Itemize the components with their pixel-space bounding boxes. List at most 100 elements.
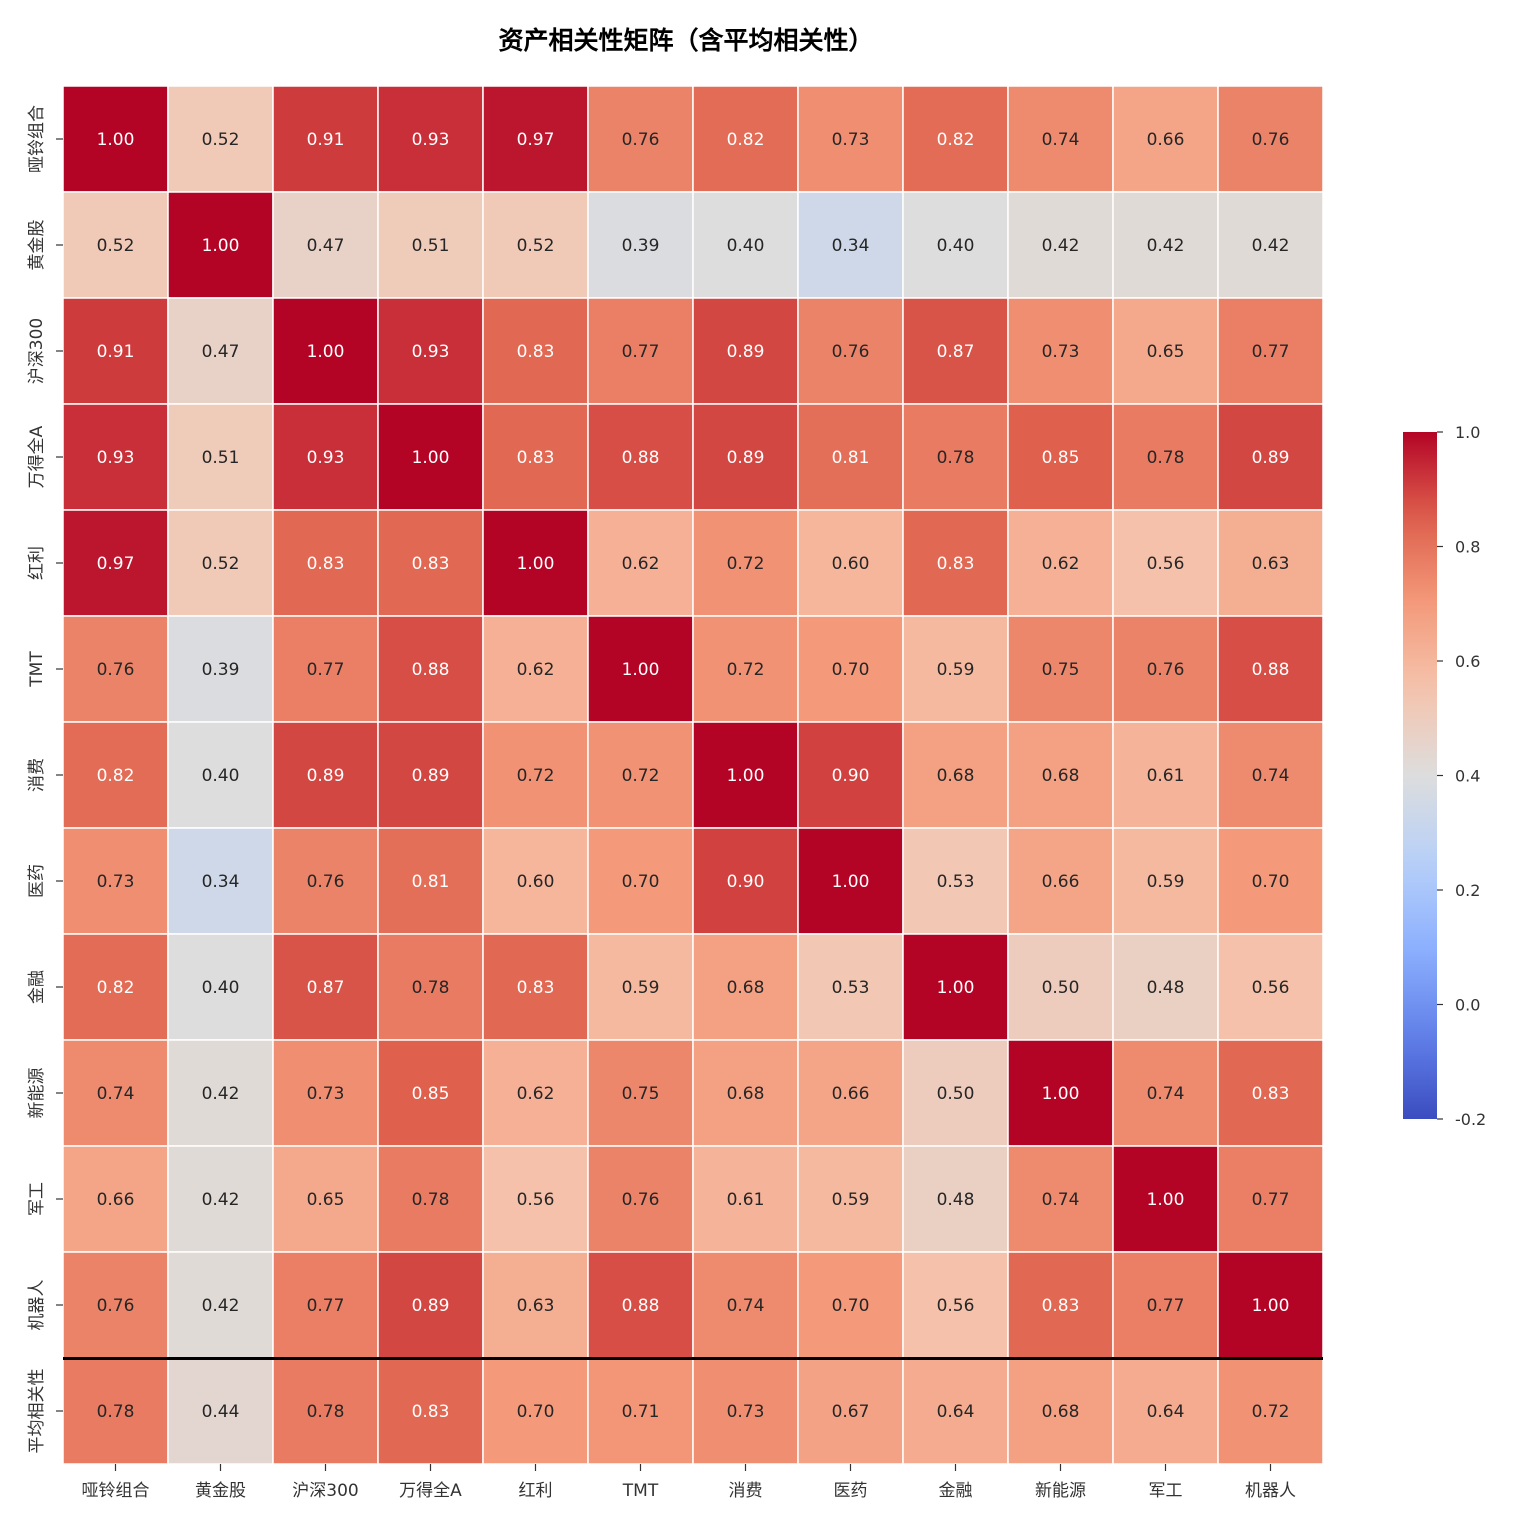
cell-value-label: 0.62: [622, 554, 660, 574]
heatmap-cell: [1217, 1145, 1324, 1253]
heatmap-cell: [692, 191, 799, 299]
cell-value-label: 0.81: [412, 872, 450, 892]
cell-value-label: 0.42: [202, 1084, 240, 1104]
cell-value-label: 0.83: [517, 448, 555, 468]
heatmap-cell: [377, 191, 484, 299]
heatmap-cell: [1112, 509, 1219, 617]
heatmap-cell: [377, 85, 484, 193]
heatmap-cell: [1112, 827, 1219, 935]
cell-value-label: 0.40: [727, 236, 765, 256]
heatmap-cell: [167, 509, 274, 617]
colorbar-tick-label: 0.0: [1455, 996, 1480, 1015]
cell-value-label: 0.77: [1252, 342, 1290, 362]
cell-value-label: 0.93: [307, 448, 345, 468]
cell-value-label: 0.89: [727, 448, 765, 468]
cell-value-label: 0.89: [412, 766, 450, 786]
heatmap-cell: [902, 721, 1009, 829]
x-tick-label: TMT: [622, 1481, 659, 1501]
heatmap-cell: [1007, 1251, 1114, 1359]
heatmap-cell: [1007, 1357, 1114, 1465]
cell-value-label: 0.47: [202, 342, 240, 362]
cell-value-label: 0.76: [1147, 660, 1185, 680]
cell-value-label: 0.52: [517, 236, 555, 256]
x-tick-label: 机器人: [1245, 1481, 1296, 1501]
cell-value-label: 0.68: [937, 766, 975, 786]
cell-value-label: 1.00: [1147, 1190, 1185, 1210]
cell-value-label: 0.72: [727, 660, 765, 680]
cell-value-label: 1.00: [97, 130, 135, 150]
cell-value-label: 0.75: [622, 1084, 660, 1104]
heatmap-cell: [1217, 403, 1324, 511]
cell-value-label: 0.70: [832, 1296, 870, 1316]
cell-value-label: 0.53: [832, 978, 870, 998]
cell-value-label: 0.62: [1042, 554, 1080, 574]
heatmap-cell: [167, 933, 274, 1041]
cell-value-label: 0.56: [517, 1190, 555, 1210]
cell-value-label: 0.83: [517, 978, 555, 998]
cell-value-label: 0.39: [202, 660, 240, 680]
heatmap-cell: [167, 191, 274, 299]
colorbar-tick-label: 0.6: [1455, 652, 1480, 671]
cell-value-label: 0.44: [202, 1402, 240, 1422]
heatmap-cell: [167, 403, 274, 511]
heatmap-cell: [272, 297, 379, 405]
cell-value-label: 0.82: [97, 978, 135, 998]
y-tick-label: 平均相关性: [27, 1369, 47, 1454]
heatmap-cell: [482, 721, 589, 829]
heatmap-cell: [692, 1145, 799, 1253]
cell-value-label: 0.76: [307, 872, 345, 892]
cell-value-label: 0.76: [1252, 130, 1290, 150]
heatmap-cell: [692, 297, 799, 405]
y-tick-label: 黄金股: [27, 220, 47, 271]
heatmap-cell: [1007, 721, 1114, 829]
cell-value-label: 0.82: [937, 130, 975, 150]
cell-value-label: 0.83: [937, 554, 975, 574]
heatmap-cell: [272, 827, 379, 935]
heatmap-cell: [272, 1251, 379, 1359]
cell-value-label: 0.93: [97, 448, 135, 468]
x-tick-label: 消费: [729, 1481, 763, 1501]
cell-value-label: 0.91: [97, 342, 135, 362]
cell-value-label: 0.88: [622, 1296, 660, 1316]
heatmap-cell: [62, 827, 169, 935]
cell-value-label: 0.73: [727, 1402, 765, 1422]
heatmap-cell: [1007, 615, 1114, 723]
cell-value-label: 0.64: [1147, 1402, 1185, 1422]
heatmap-cell: [587, 509, 694, 617]
cell-value-label: 1.00: [412, 448, 450, 468]
cell-value-label: 0.51: [202, 448, 240, 468]
heatmap-cell: [1007, 1039, 1114, 1147]
heatmap-cell: [1007, 827, 1114, 935]
heatmap-cell: [587, 85, 694, 193]
heatmap-cell: [902, 933, 1009, 1041]
heatmap-cell: [377, 403, 484, 511]
cell-value-label: 0.73: [1042, 342, 1080, 362]
heatmap-cell: [272, 933, 379, 1041]
cell-value-label: 0.59: [622, 978, 660, 998]
cell-value-label: 0.72: [1252, 1402, 1290, 1422]
cell-value-label: 0.74: [1042, 1190, 1080, 1210]
x-tick-label: 金融: [939, 1481, 973, 1501]
cell-value-label: 0.42: [202, 1296, 240, 1316]
cell-value-label: 0.74: [1147, 1084, 1185, 1104]
heatmap-cell: [482, 191, 589, 299]
cell-value-label: 0.83: [517, 342, 555, 362]
x-tick-label: 医药: [834, 1481, 868, 1501]
colorbar-tick-label: 0.2: [1455, 881, 1480, 900]
heatmap-cell: [797, 85, 904, 193]
heatmap-cell: [62, 721, 169, 829]
cell-value-label: 0.76: [622, 1190, 660, 1210]
cell-value-label: 0.63: [1252, 554, 1290, 574]
heatmap-cell: [1217, 933, 1324, 1041]
cell-value-label: 0.70: [622, 872, 660, 892]
cell-value-label: 0.59: [832, 1190, 870, 1210]
cell-value-label: 0.40: [937, 236, 975, 256]
cell-value-label: 0.68: [1042, 766, 1080, 786]
cell-value-label: 0.90: [832, 766, 870, 786]
cell-value-label: 0.97: [97, 554, 135, 574]
cell-value-label: 0.88: [1252, 660, 1290, 680]
x-axis: 哑铃组合 黄金股 沪深300 万得全A 红利 TMT 消费 医药 金融 新能源 军工 机器人: [82, 1464, 1296, 1501]
y-tick-label: 万得全A: [27, 425, 47, 488]
heatmap-cell: [797, 191, 904, 299]
